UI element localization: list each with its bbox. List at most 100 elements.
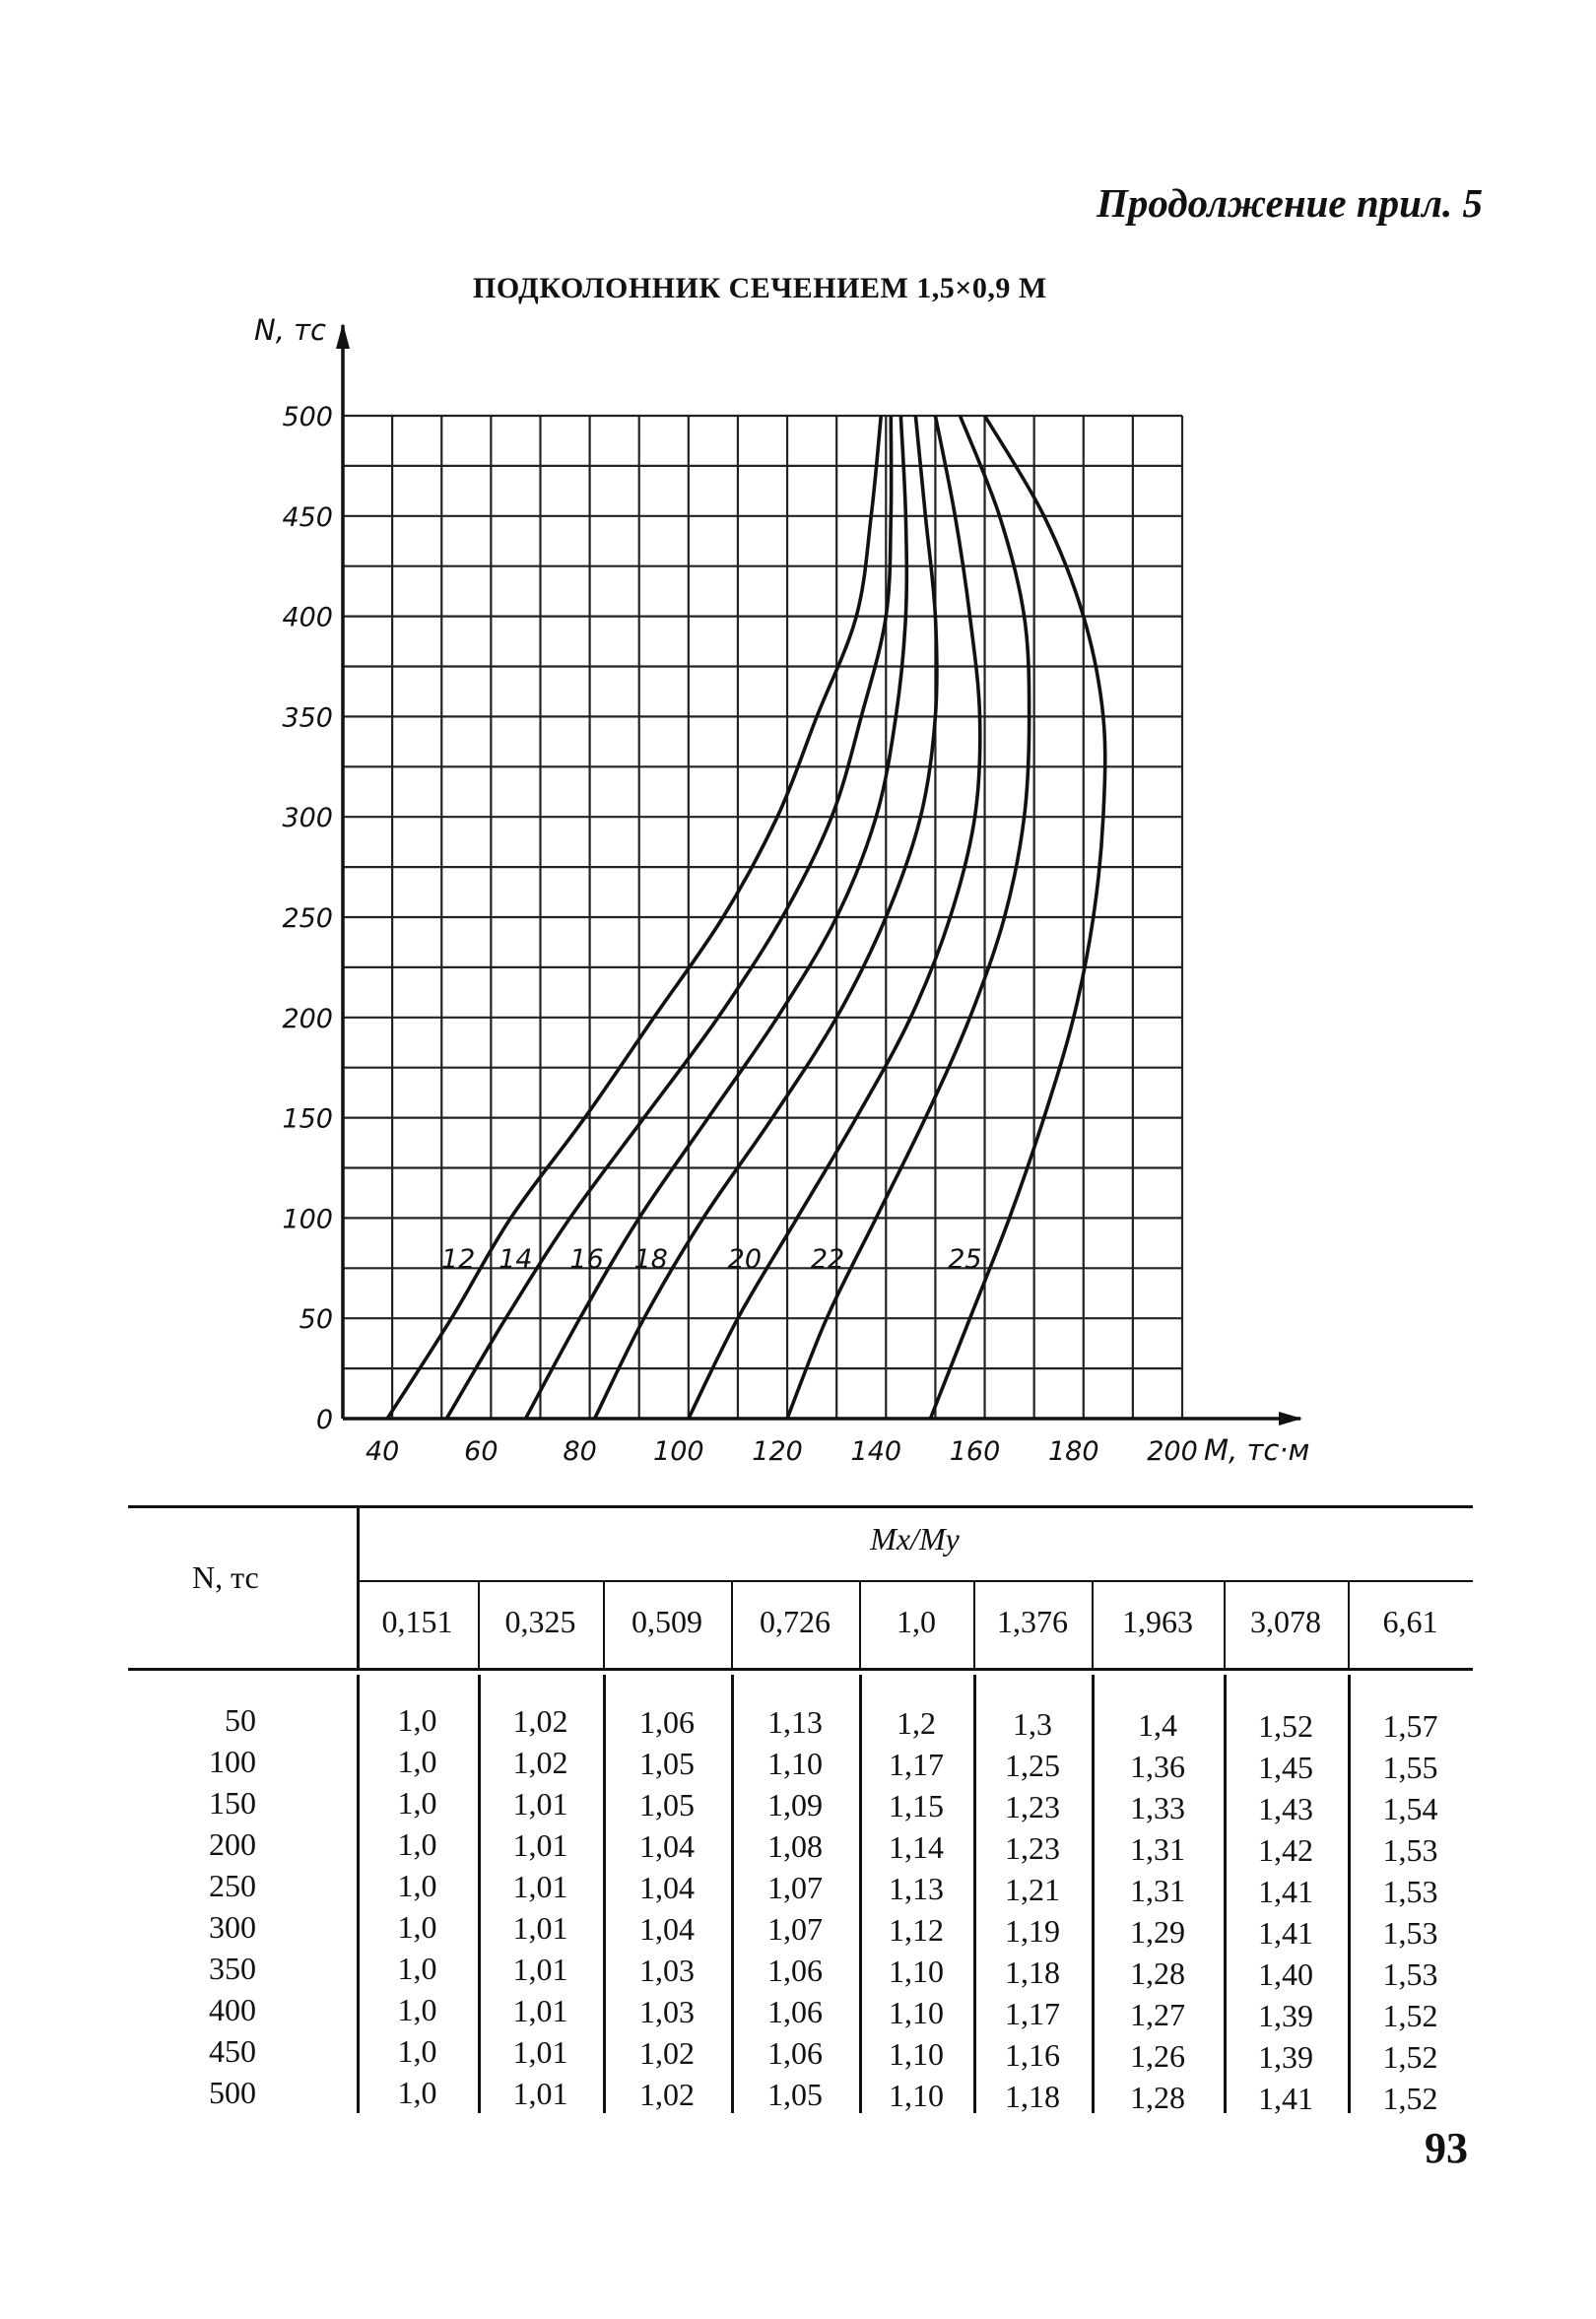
table-vrule: [731, 1580, 733, 1668]
column-header: 0,151: [381, 1604, 453, 1639]
table-cell: 1,01: [512, 1909, 568, 1946]
table-cell: 1,01: [512, 2075, 568, 2111]
table-vrule: [1092, 1675, 1095, 2113]
table-vrule: [1348, 1675, 1351, 2113]
table-cell: 1,29: [1130, 1913, 1185, 1950]
table-cell: 1,06: [639, 1703, 695, 1740]
table-cell: 1,23: [1005, 1830, 1060, 1866]
y-tick-label: 300: [282, 803, 333, 833]
column-header: 6,61: [1382, 1604, 1438, 1639]
table-cell: 1,03: [639, 1952, 695, 1988]
x-tick-label: 60: [464, 1436, 498, 1467]
table-vrule: [859, 1675, 862, 2113]
table-cell: 1,04: [639, 1827, 695, 1864]
column-header: 0,509: [632, 1604, 702, 1639]
table-cell: 1,0: [397, 1992, 437, 2027]
curve-16: [523, 415, 909, 1420]
table-cell: 1,18: [1005, 2079, 1060, 2114]
table-vrule: [1348, 1580, 1350, 1668]
table-cell: 1,06: [767, 1953, 823, 1989]
table-subheader-rule: [357, 1580, 1473, 1582]
x-tick-label: 180: [1048, 1436, 1099, 1467]
x-tick-label: 120: [752, 1436, 803, 1467]
x-tick-label: 40: [366, 1436, 399, 1467]
table-cell: 1,17: [1005, 1996, 1060, 2031]
table-cell: 1,12: [889, 1912, 944, 1949]
y-tick-label: 250: [282, 903, 333, 934]
table-vrule: [357, 1675, 360, 2113]
table-cell: 1,19: [1005, 1913, 1060, 1949]
table-cell: 1,01: [512, 1868, 568, 1904]
table-cell: 1,0: [397, 1826, 437, 1862]
column-header: 1,376: [997, 1604, 1068, 1639]
table-cell: 1,28: [1130, 1955, 1185, 1991]
x-tick-label: 80: [563, 1436, 596, 1467]
table-cell: 1,0: [397, 1785, 437, 1821]
table-cell: 1,26: [1130, 2037, 1185, 2074]
y-tick-label: 0: [316, 1405, 333, 1435]
x-tick-label: 200: [1147, 1436, 1198, 1467]
curve-12: [385, 415, 884, 1420]
table-cell: 1,07: [767, 1911, 823, 1948]
x-tick-label: 100: [653, 1436, 704, 1467]
table-cell: 1,4: [1138, 1706, 1177, 1743]
curve-18: [592, 415, 939, 1420]
table-vrule: [1224, 1675, 1227, 2113]
table-cell: 1,55: [1382, 1750, 1438, 1786]
curve-14: [444, 415, 894, 1420]
table-cell: 1,27: [1130, 1996, 1185, 2032]
column-group-header: Mx/My: [870, 1521, 960, 1557]
curve-label-12: 12: [441, 1244, 475, 1275]
table-cell: 1,57: [1382, 1708, 1438, 1745]
table-vrule: [973, 1580, 975, 1668]
table-cell: 1,06: [767, 1994, 823, 2030]
row-n-value: 200: [209, 1826, 256, 1862]
column-header: 3,078: [1250, 1604, 1321, 1639]
table-cell: 1,31: [1130, 1872, 1185, 1908]
table-cell: 1,52: [1258, 1707, 1313, 1744]
x-tick-label: 160: [950, 1436, 1001, 1467]
table-cell: 1,01: [512, 2033, 568, 2070]
curve-label-25: 25: [948, 1244, 981, 1275]
row-n-value: 350: [209, 1951, 256, 1986]
table-vrule: [859, 1580, 861, 1668]
curve-label-14: 14: [499, 1244, 532, 1275]
table-cell: 1,08: [767, 1828, 823, 1865]
table-cell: 1,09: [767, 1787, 823, 1823]
curve-20: [687, 415, 982, 1420]
table-cell: 1,02: [512, 1744, 568, 1780]
table-cell: 1,36: [1130, 1748, 1185, 1784]
table-cell: 1,0: [397, 1951, 437, 1986]
table-cell: 1,06: [767, 2035, 823, 2072]
table-cell: 1,23: [1005, 1789, 1060, 1824]
row-n-value: 400: [209, 1992, 256, 2027]
table-cell: 1,41: [1258, 1873, 1313, 1909]
y-axis-label: N, тс: [254, 313, 326, 347]
table-cell: 1,01: [512, 1992, 568, 2028]
table-vrule: [357, 1505, 360, 1668]
table-cell: 1,0: [397, 2075, 437, 2110]
curve-25: [928, 415, 1107, 1420]
column-header: 1,0: [897, 1604, 936, 1639]
table-cell: 1,10: [889, 1954, 944, 1990]
table-cell: 1,07: [767, 1870, 823, 1906]
y-tick-label: 100: [282, 1204, 333, 1234]
x-axis-arrow: [1279, 1412, 1302, 1425]
table-top-rule: [128, 1505, 1473, 1508]
table-cell: 1,05: [767, 2077, 823, 2113]
table-cell: 1,10: [889, 1995, 944, 2031]
column-header: 1,963: [1122, 1604, 1193, 1639]
table-cell: 1,16: [1005, 2037, 1060, 2073]
y-tick-label: 50: [299, 1304, 333, 1335]
table-cell: 1,43: [1258, 1790, 1313, 1826]
table-cell: 1,13: [889, 1871, 944, 1907]
table-cell: 1,2: [897, 1705, 936, 1742]
table-cell: 1,17: [889, 1747, 944, 1783]
table-cell: 1,39: [1258, 2038, 1313, 2075]
row-n-value: 300: [209, 1909, 256, 1945]
y-tick-label: 200: [282, 1004, 333, 1034]
table-cell: 1,05: [639, 1786, 695, 1822]
table-header-rule: [128, 1668, 1473, 1671]
curve-label-18: 18: [633, 1244, 667, 1275]
y-tick-label: 350: [282, 702, 333, 733]
